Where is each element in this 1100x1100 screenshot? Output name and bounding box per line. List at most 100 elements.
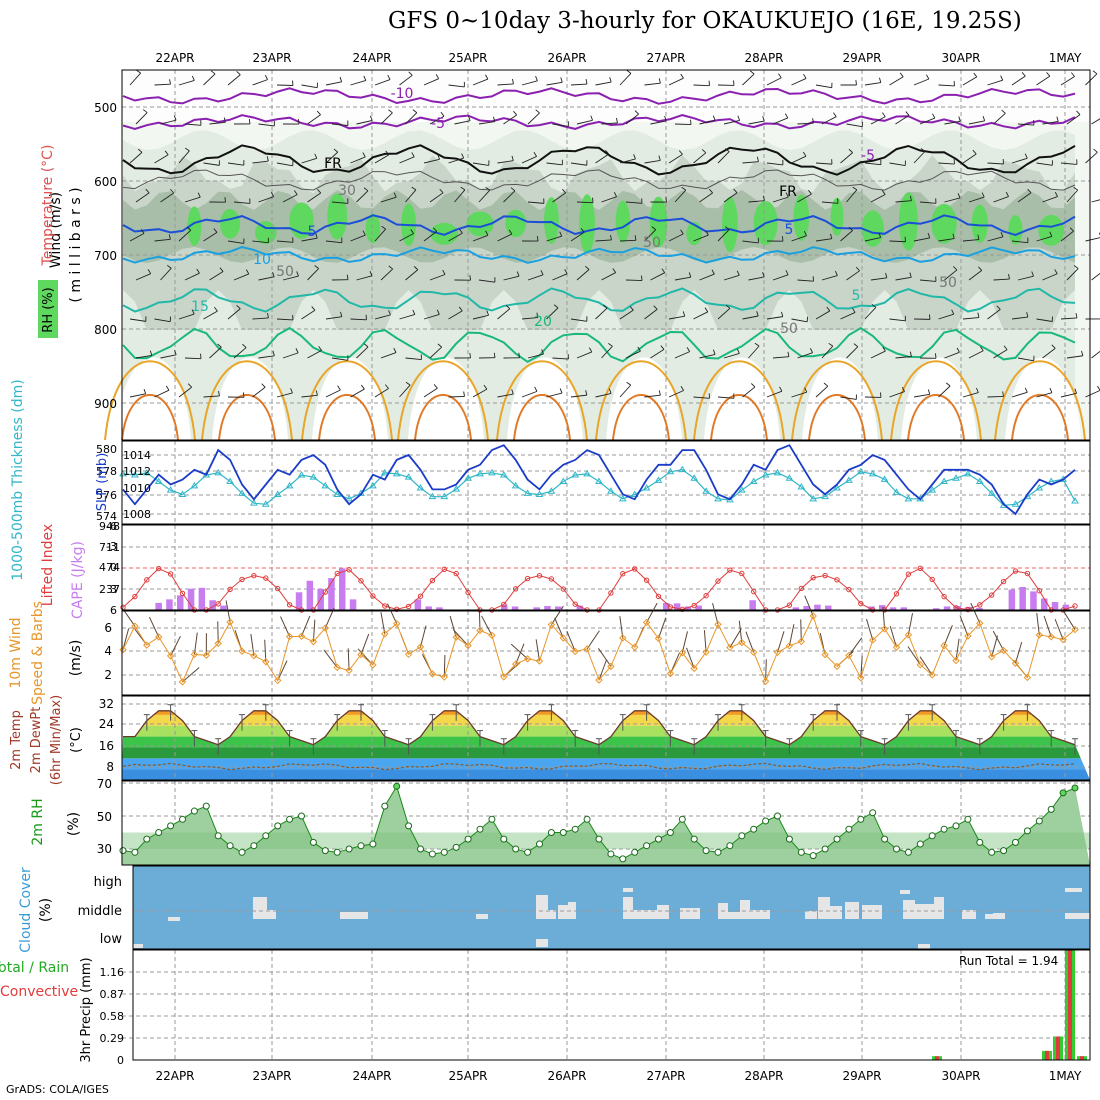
temp-band — [122, 747, 1090, 759]
wind-barb-flag — [733, 188, 738, 194]
wind-barb-flag — [535, 76, 538, 82]
contour-label-t_m5b: -5 — [861, 148, 875, 164]
wind-barb-flag — [945, 382, 951, 387]
wind10m-marker — [821, 650, 829, 659]
wind-barb-flag — [388, 265, 393, 270]
temp-tick-8: 8 — [106, 760, 114, 774]
wind-barb — [301, 84, 318, 89]
wind-barb-flag — [736, 348, 740, 354]
date-top-30APR: 30APR — [941, 51, 980, 65]
wind-barb-flag — [560, 77, 563, 83]
wind-barb-flag — [410, 229, 414, 234]
wind-barb — [938, 385, 951, 398]
rh-marker — [321, 847, 329, 855]
rh-marker — [1035, 817, 1043, 825]
wind-barb — [497, 308, 511, 320]
wind-barb-flag — [296, 271, 299, 277]
wind-barb-flag — [1075, 312, 1078, 319]
wind10m-marker — [297, 632, 306, 640]
wind-barb-flag — [996, 305, 1001, 310]
wind-barb — [846, 189, 858, 203]
thickness-marker — [297, 471, 306, 478]
wind-barb-flag — [826, 306, 831, 312]
wind-barb-flag — [461, 153, 465, 159]
wind-barb-flag — [756, 311, 759, 317]
wind-barb — [595, 307, 608, 320]
wind10m-barb — [312, 619, 316, 642]
wind-barb-flag — [214, 306, 218, 312]
rh-marker — [536, 840, 543, 848]
wind-barb — [356, 275, 373, 281]
wind10m-marker — [333, 663, 341, 672]
li-marker — [382, 603, 388, 609]
wind-barb-flag — [388, 109, 393, 114]
wind-barb-flag — [369, 115, 373, 121]
thickness-marker — [559, 477, 568, 484]
wind-barb — [399, 74, 413, 86]
wind-barb — [252, 317, 269, 320]
wind-barb — [423, 78, 439, 86]
wind-barb-flag — [762, 116, 765, 122]
wind-barb — [1042, 120, 1059, 125]
wind-barb — [331, 357, 348, 361]
wind10m-marker — [857, 674, 865, 682]
rh-marker — [476, 825, 484, 833]
wind10m-marker — [678, 649, 687, 657]
wind-barb — [576, 201, 594, 204]
wind-barb-flag — [781, 236, 784, 242]
wind-barb — [625, 279, 643, 281]
li-marker — [405, 603, 412, 610]
rh-green-blob — [861, 210, 884, 247]
li-marker — [465, 589, 471, 596]
wind-barb-flag — [701, 149, 707, 154]
wind-barb-flag — [1002, 391, 1004, 397]
li-marker — [453, 570, 459, 577]
wind-barb-flag — [460, 186, 466, 191]
thickness-marker — [535, 490, 544, 497]
wind-barb — [405, 112, 418, 125]
wind10m-marker — [238, 647, 246, 655]
thickness-marker — [773, 468, 782, 476]
wind-barb — [129, 393, 146, 398]
wind-barb — [380, 112, 393, 125]
cape-ylabel-li: Lifted Index — [40, 524, 56, 606]
wind10m-barb — [889, 626, 897, 648]
wind-barb-flag — [145, 188, 150, 194]
rh-marker — [452, 843, 460, 851]
wind-barb — [546, 81, 563, 86]
wind-barb — [766, 77, 782, 86]
wind-barb — [650, 349, 665, 359]
rh-green-blob — [649, 196, 668, 248]
wind-barb-flag — [541, 349, 544, 355]
wind-barb — [160, 192, 174, 203]
thickness-marker — [714, 494, 722, 502]
date-top-22APR: 22APR — [155, 51, 194, 65]
cape-bar — [576, 605, 584, 610]
rh-green-blob — [931, 203, 957, 244]
wind-barb — [448, 395, 465, 398]
cape-tick-711: 711 — [99, 541, 120, 554]
wind-barb — [619, 158, 636, 164]
wind-barb-flag — [385, 150, 390, 156]
rh-marker — [869, 809, 877, 817]
thickness-marker — [404, 473, 413, 480]
contour-15 — [122, 287, 1076, 313]
wind-barb — [503, 275, 520, 281]
wind-barb — [276, 392, 293, 398]
wind-barb — [252, 240, 269, 244]
wind-barb — [650, 120, 667, 125]
wind-barb — [644, 394, 661, 398]
wind10m-barb — [919, 656, 933, 676]
rh-marker — [595, 835, 603, 843]
wind-barb-flag — [1081, 350, 1084, 356]
rh-marker — [809, 852, 817, 860]
wind-barb-flag — [855, 266, 860, 272]
wind10m-barb — [788, 624, 795, 646]
cape-bar — [933, 608, 940, 610]
rh-marker — [262, 832, 270, 840]
wind-barb-flag — [977, 266, 983, 271]
rh-marker — [714, 848, 722, 856]
wind10m-line — [122, 614, 1076, 684]
contour-25 — [693, 360, 785, 441]
wind10m-marker — [488, 631, 496, 640]
